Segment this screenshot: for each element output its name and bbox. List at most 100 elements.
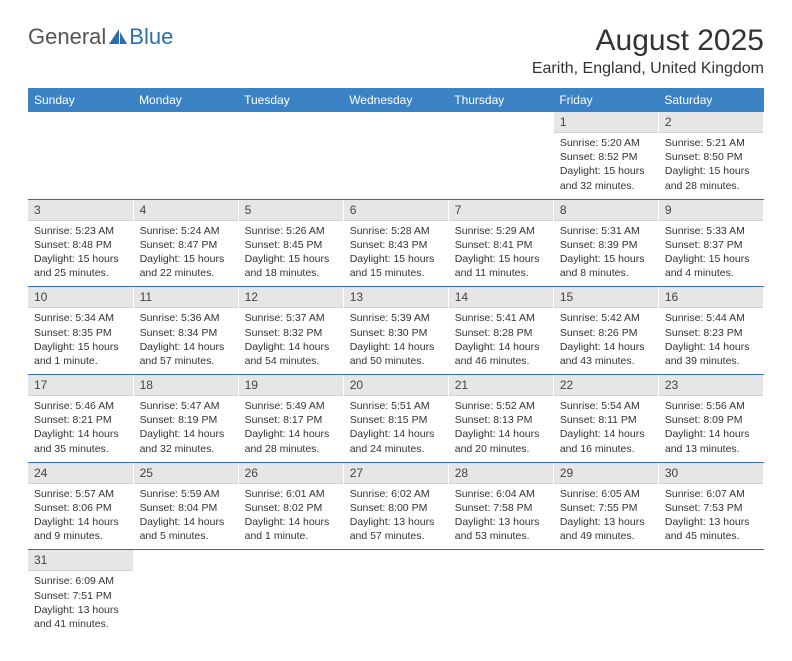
calendar-cell: 21Sunrise: 5:52 AMSunset: 8:13 PMDayligh… — [448, 375, 553, 463]
calendar-cell: 25Sunrise: 5:59 AMSunset: 8:04 PMDayligh… — [133, 462, 238, 550]
calendar-cell: 12Sunrise: 5:37 AMSunset: 8:32 PMDayligh… — [238, 287, 343, 375]
daylight-text: Daylight: 14 hours and 13 minutes. — [665, 427, 757, 455]
day-number: 5 — [239, 200, 343, 221]
sunrise-text: Sunrise: 5:33 AM — [665, 224, 757, 238]
daylight-text: Daylight: 15 hours and 32 minutes. — [560, 164, 652, 192]
sunrise-text: Sunrise: 5:42 AM — [560, 311, 652, 325]
sunset-text: Sunset: 8:15 PM — [350, 413, 442, 427]
day-number: 10 — [28, 287, 133, 308]
calendar-cell: 18Sunrise: 5:47 AMSunset: 8:19 PMDayligh… — [133, 375, 238, 463]
day-body: Sunrise: 5:57 AMSunset: 8:06 PMDaylight:… — [28, 484, 133, 550]
day-body: Sunrise: 6:07 AMSunset: 7:53 PMDaylight:… — [659, 484, 763, 550]
daylight-text: Daylight: 14 hours and 32 minutes. — [140, 427, 232, 455]
sunset-text: Sunset: 8:04 PM — [140, 501, 232, 515]
daylight-text: Daylight: 14 hours and 54 minutes. — [245, 340, 337, 368]
day-body: Sunrise: 5:46 AMSunset: 8:21 PMDaylight:… — [28, 396, 133, 462]
sunset-text: Sunset: 8:09 PM — [665, 413, 757, 427]
sunset-text: Sunset: 7:53 PM — [665, 501, 757, 515]
calendar-cell — [133, 112, 238, 199]
sunset-text: Sunset: 8:30 PM — [350, 326, 442, 340]
calendar-cell: 22Sunrise: 5:54 AMSunset: 8:11 PMDayligh… — [553, 375, 658, 463]
sunset-text: Sunset: 8:00 PM — [350, 501, 442, 515]
daylight-text: Daylight: 13 hours and 45 minutes. — [665, 515, 757, 543]
calendar-body: 1Sunrise: 5:20 AMSunset: 8:52 PMDaylight… — [28, 112, 764, 637]
weekday-header: Monday — [133, 88, 238, 112]
daylight-text: Daylight: 13 hours and 49 minutes. — [560, 515, 652, 543]
sunrise-text: Sunrise: 5:51 AM — [350, 399, 442, 413]
sunset-text: Sunset: 8:26 PM — [560, 326, 652, 340]
sunset-text: Sunset: 8:13 PM — [455, 413, 547, 427]
sunset-text: Sunset: 7:55 PM — [560, 501, 652, 515]
sunset-text: Sunset: 8:52 PM — [560, 150, 652, 164]
calendar-cell: 5Sunrise: 5:26 AMSunset: 8:45 PMDaylight… — [238, 199, 343, 287]
weekday-header: Sunday — [28, 88, 133, 112]
daylight-text: Daylight: 14 hours and 20 minutes. — [455, 427, 547, 455]
day-number: 24 — [28, 463, 133, 484]
daylight-text: Daylight: 14 hours and 50 minutes. — [350, 340, 442, 368]
location-text: Earith, England, United Kingdom — [532, 60, 764, 78]
sunset-text: Sunset: 8:50 PM — [665, 150, 757, 164]
calendar-cell: 26Sunrise: 6:01 AMSunset: 8:02 PMDayligh… — [238, 462, 343, 550]
sunset-text: Sunset: 8:45 PM — [245, 238, 337, 252]
daylight-text: Daylight: 14 hours and 1 minute. — [245, 515, 337, 543]
day-body: Sunrise: 5:33 AMSunset: 8:37 PMDaylight:… — [659, 221, 763, 287]
daylight-text: Daylight: 15 hours and 8 minutes. — [560, 252, 652, 280]
day-number: 20 — [344, 375, 448, 396]
day-number: 12 — [239, 287, 343, 308]
calendar-cell: 6Sunrise: 5:28 AMSunset: 8:43 PMDaylight… — [343, 199, 448, 287]
sunset-text: Sunset: 8:34 PM — [140, 326, 232, 340]
sunrise-text: Sunrise: 5:23 AM — [34, 224, 127, 238]
sunrise-text: Sunrise: 5:46 AM — [34, 399, 127, 413]
calendar-cell — [238, 112, 343, 199]
day-number: 26 — [239, 463, 343, 484]
sunrise-text: Sunrise: 5:59 AM — [140, 487, 232, 501]
daylight-text: Daylight: 13 hours and 41 minutes. — [34, 603, 127, 631]
calendar-cell — [448, 550, 553, 637]
weekday-header: Thursday — [448, 88, 553, 112]
day-body: Sunrise: 5:24 AMSunset: 8:47 PMDaylight:… — [134, 221, 238, 287]
daylight-text: Daylight: 15 hours and 22 minutes. — [140, 252, 232, 280]
daylight-text: Daylight: 15 hours and 4 minutes. — [665, 252, 757, 280]
sunrise-text: Sunrise: 5:39 AM — [350, 311, 442, 325]
sunset-text: Sunset: 8:19 PM — [140, 413, 232, 427]
daylight-text: Daylight: 14 hours and 35 minutes. — [34, 427, 127, 455]
calendar-cell: 29Sunrise: 6:05 AMSunset: 7:55 PMDayligh… — [553, 462, 658, 550]
day-number: 3 — [28, 200, 133, 221]
sunrise-text: Sunrise: 6:09 AM — [34, 574, 127, 588]
sunset-text: Sunset: 8:32 PM — [245, 326, 337, 340]
title-block: August 2025 Earith, England, United King… — [532, 24, 764, 78]
day-body: Sunrise: 5:41 AMSunset: 8:28 PMDaylight:… — [449, 308, 553, 374]
daylight-text: Daylight: 14 hours and 16 minutes. — [560, 427, 652, 455]
day-body: Sunrise: 5:44 AMSunset: 8:23 PMDaylight:… — [659, 308, 763, 374]
day-number: 19 — [239, 375, 343, 396]
logo-text-1: General — [28, 24, 106, 50]
day-body: Sunrise: 5:21 AMSunset: 8:50 PMDaylight:… — [659, 133, 763, 199]
calendar-cell: 4Sunrise: 5:24 AMSunset: 8:47 PMDaylight… — [133, 199, 238, 287]
daylight-text: Daylight: 14 hours and 57 minutes. — [140, 340, 232, 368]
sunset-text: Sunset: 8:47 PM — [140, 238, 232, 252]
day-body: Sunrise: 5:39 AMSunset: 8:30 PMDaylight:… — [344, 308, 448, 374]
day-body: Sunrise: 5:49 AMSunset: 8:17 PMDaylight:… — [239, 396, 343, 462]
calendar-cell: 30Sunrise: 6:07 AMSunset: 7:53 PMDayligh… — [658, 462, 763, 550]
sunset-text: Sunset: 7:51 PM — [34, 589, 127, 603]
day-number: 1 — [554, 112, 658, 133]
sunrise-text: Sunrise: 5:54 AM — [560, 399, 652, 413]
sunset-text: Sunset: 8:17 PM — [245, 413, 337, 427]
day-number: 4 — [134, 200, 238, 221]
day-number: 18 — [134, 375, 238, 396]
calendar-cell — [133, 550, 238, 637]
calendar-cell: 13Sunrise: 5:39 AMSunset: 8:30 PMDayligh… — [343, 287, 448, 375]
calendar-cell — [553, 550, 658, 637]
day-number: 30 — [659, 463, 763, 484]
day-number: 27 — [344, 463, 448, 484]
sunset-text: Sunset: 8:43 PM — [350, 238, 442, 252]
daylight-text: Daylight: 15 hours and 18 minutes. — [245, 252, 337, 280]
calendar-cell — [448, 112, 553, 199]
calendar-cell: 9Sunrise: 5:33 AMSunset: 8:37 PMDaylight… — [658, 199, 763, 287]
sunset-text: Sunset: 8:41 PM — [455, 238, 547, 252]
calendar-cell: 2Sunrise: 5:21 AMSunset: 8:50 PMDaylight… — [658, 112, 763, 199]
day-body: Sunrise: 5:54 AMSunset: 8:11 PMDaylight:… — [554, 396, 658, 462]
sunrise-text: Sunrise: 5:44 AM — [665, 311, 757, 325]
sunrise-text: Sunrise: 5:34 AM — [34, 311, 127, 325]
logo-sail-icon — [108, 28, 128, 46]
